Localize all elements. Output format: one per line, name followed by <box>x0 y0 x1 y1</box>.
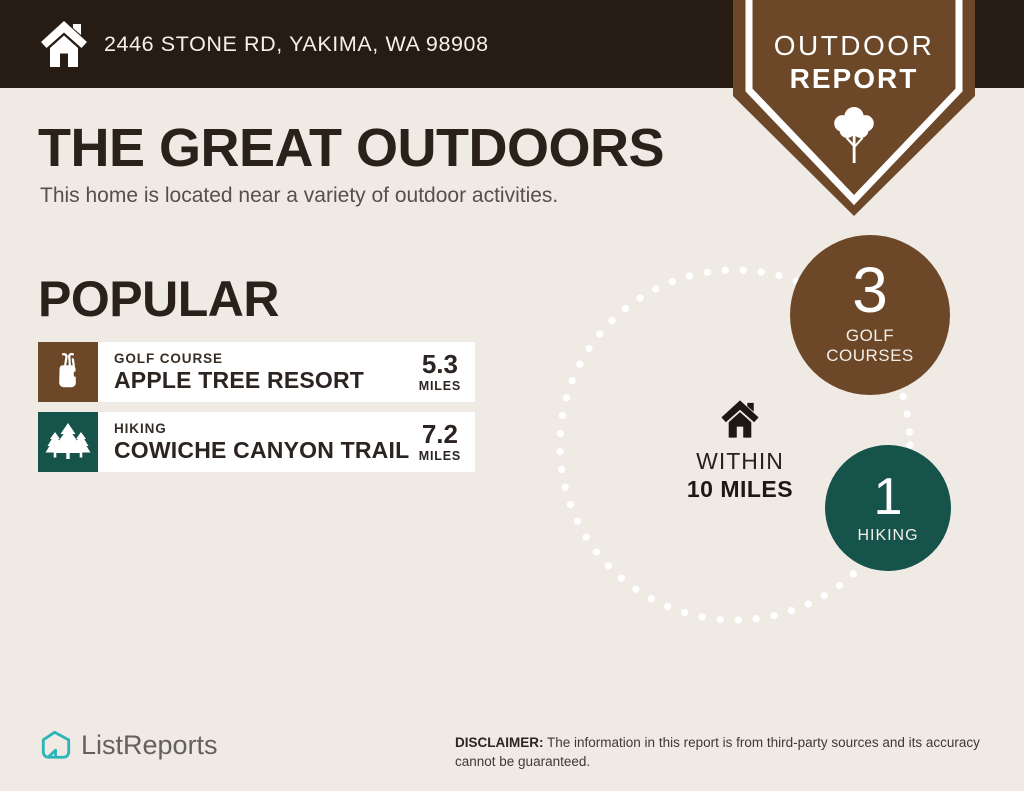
badge-title-line2: REPORT <box>789 63 919 94</box>
distance-block: 7.2 MILES <box>419 421 461 463</box>
golf-course-card: GOLF COURSE APPLE TREE RESORT 5.3 MILES <box>98 342 475 402</box>
disclaimer-label: DISCLAIMER: <box>455 735 544 750</box>
listreports-logo: ListReports <box>40 729 218 761</box>
page-subtitle: This home is located near a variety of o… <box>40 184 559 207</box>
hiking-count-bubble: 1 HIKING <box>825 445 951 571</box>
pine-trees-icon <box>45 423 91 459</box>
home-icon <box>41 21 87 67</box>
listreports-house-icon <box>41 730 71 759</box>
hiking-count-label: HIKING <box>857 527 919 544</box>
page-title: THE GREAT OUTDOORS <box>38 118 665 178</box>
property-address: 2446 STONE RD, YAKIMA, WA 98908 <box>104 31 489 56</box>
outdoor-report-badge: OUTDOOR REPORT <box>733 0 975 216</box>
radius-distance-label: 10 MILES <box>686 476 794 502</box>
distance-unit: MILES <box>418 449 461 463</box>
hiking-count: 1 <box>873 468 903 526</box>
list-item-golf-course: GOLF COURSE APPLE TREE RESORT 5.3 MILES <box>38 342 475 402</box>
hiking-card: HIKING COWICHE CANYON TRAIL 7.2 MILES <box>98 412 475 472</box>
golf-count: 3 <box>852 254 888 327</box>
popular-list: GOLF COURSE APPLE TREE RESORT 5.3 MILES <box>38 342 475 482</box>
badge-title-line1: OUTDOOR <box>773 30 935 61</box>
dotted-radius-ring <box>556 266 914 624</box>
tree-icon <box>834 106 874 164</box>
golf-bag-icon <box>59 352 77 388</box>
golf-icon-tile <box>38 342 98 402</box>
hiking-icon-tile <box>38 412 98 472</box>
place-name: COWICHE CANYON TRAIL <box>114 436 410 463</box>
distance-unit: MILES <box>418 379 461 393</box>
within-label: WITHIN <box>696 448 784 474</box>
brand-name: ListReports <box>81 729 218 760</box>
distance-value: 5.3 <box>421 349 458 379</box>
disclaimer-text: The information in this report is from t… <box>455 735 980 770</box>
distance-block: 5.3 MILES <box>419 351 461 393</box>
golf-count-label: GOLF COURSES <box>826 326 914 365</box>
disclaimer: DISCLAIMER: The information in this repo… <box>455 733 995 771</box>
category-label: GOLF COURSE <box>114 350 223 366</box>
radius-center-label: WITHIN 10 MILES <box>660 398 820 503</box>
popular-heading: POPULAR <box>38 271 279 327</box>
category-label: HIKING <box>114 420 167 436</box>
golf-count-bubble: 3 GOLF COURSES <box>790 235 950 395</box>
list-item-hiking: HIKING COWICHE CANYON TRAIL 7.2 MILES <box>38 412 475 472</box>
distance-value: 7.2 <box>421 419 458 449</box>
home-icon-small <box>721 400 759 438</box>
place-name: APPLE TREE RESORT <box>114 366 365 393</box>
